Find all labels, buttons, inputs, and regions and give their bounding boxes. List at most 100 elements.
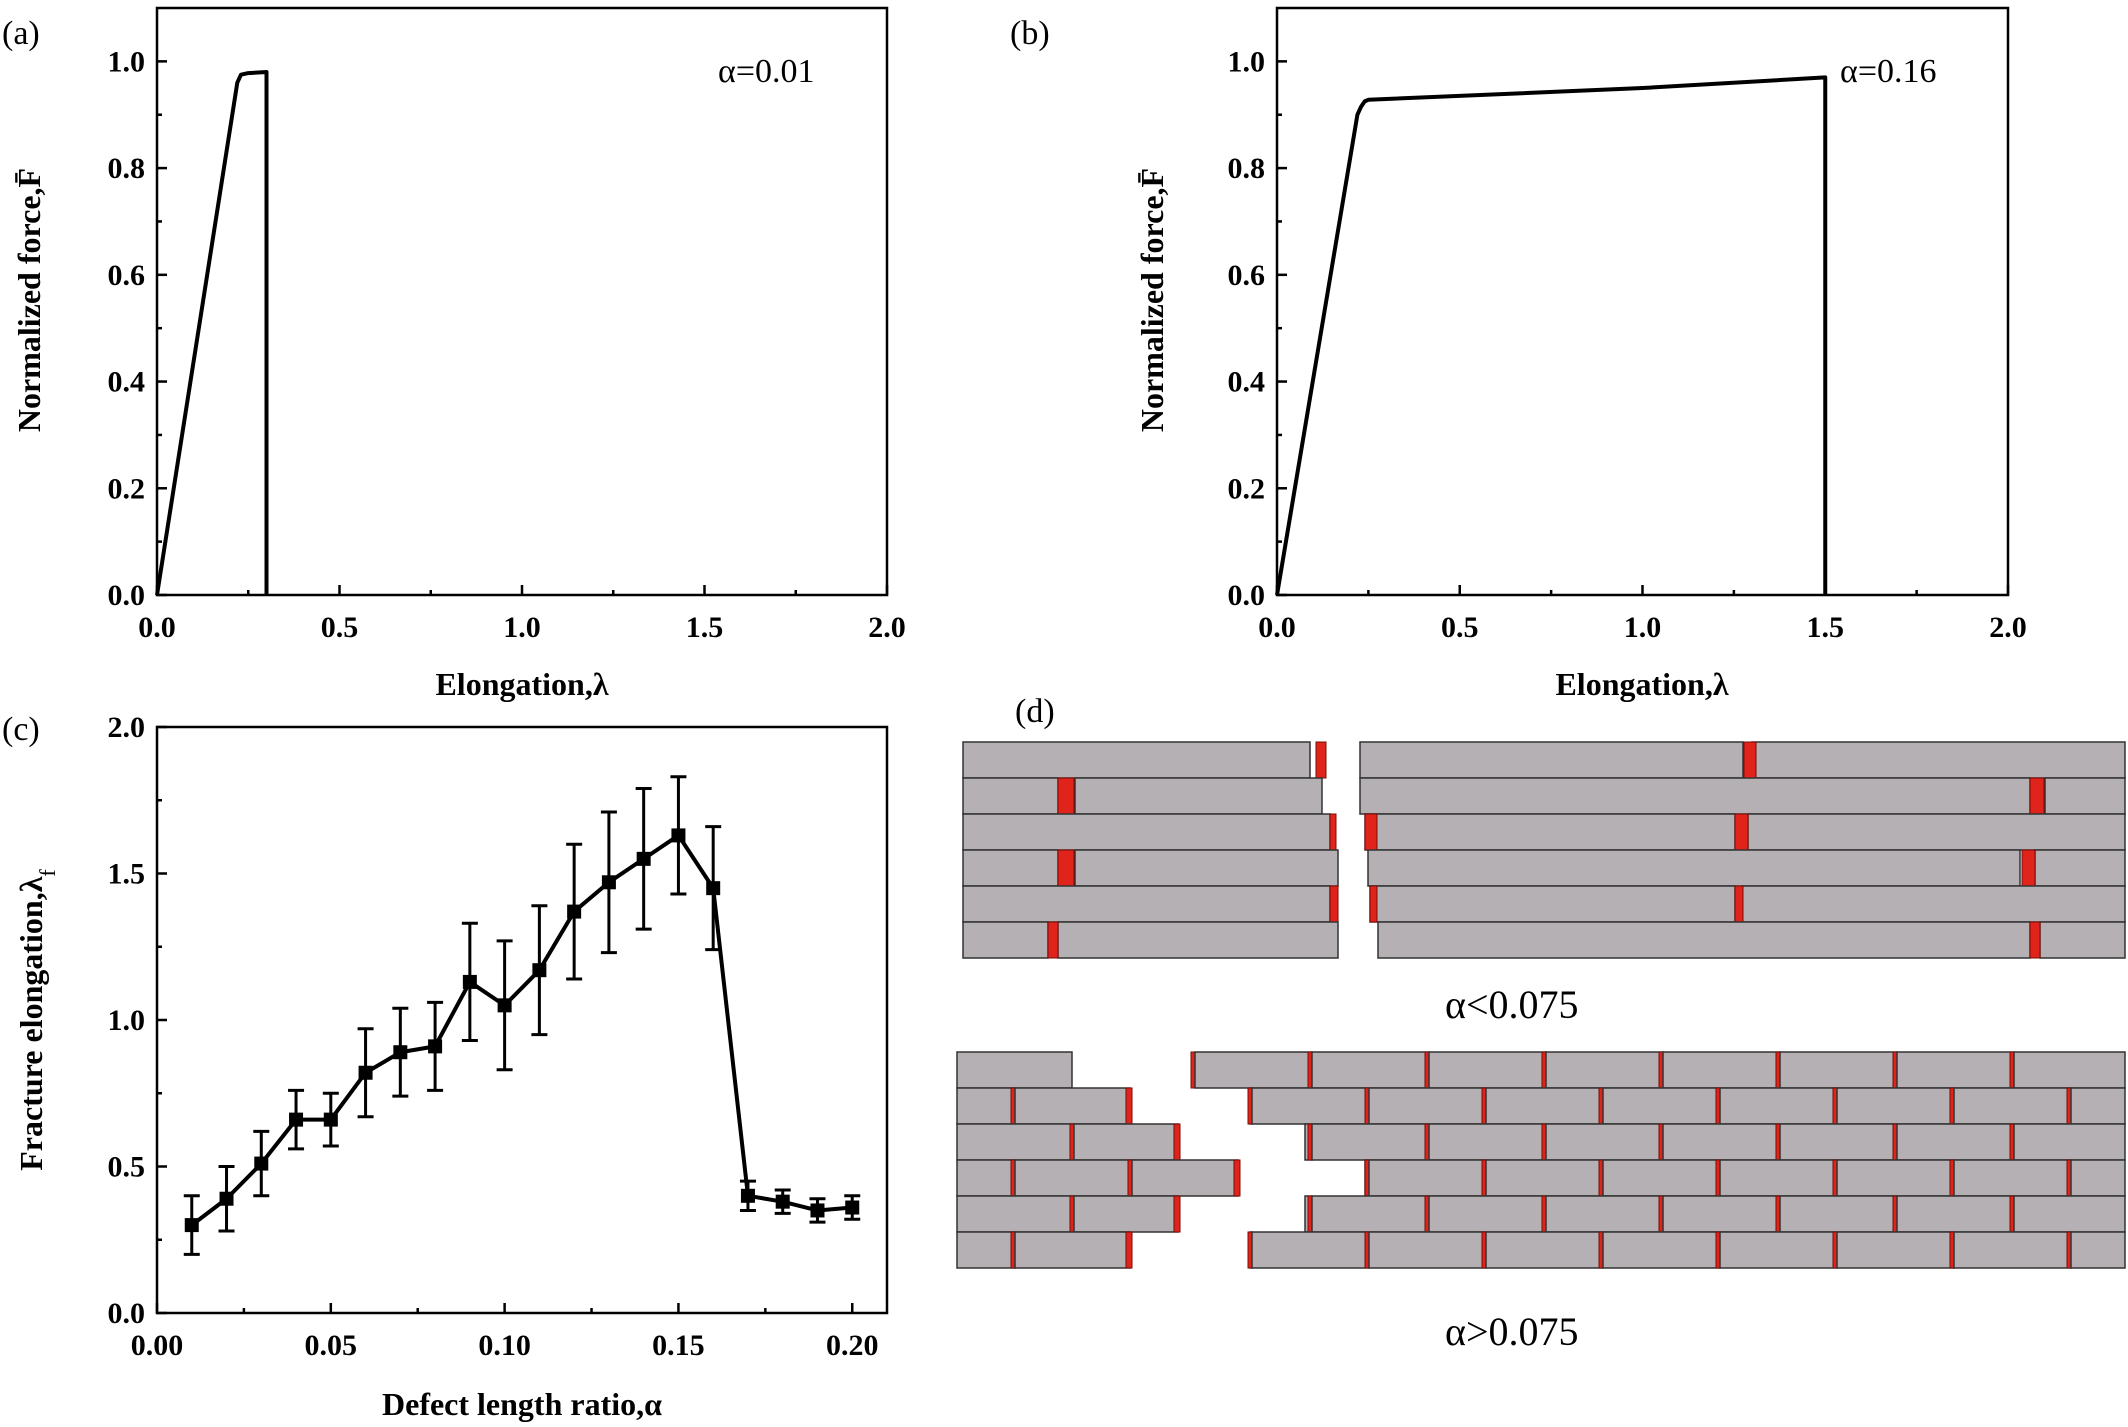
brick xyxy=(2070,1231,2126,1269)
brick xyxy=(1719,1087,1838,1125)
brick xyxy=(1896,1195,2015,1233)
brick xyxy=(1014,1231,1131,1269)
brick xyxy=(1779,1123,1898,1161)
brick xyxy=(962,885,1331,923)
brick-schematic xyxy=(956,741,2126,1269)
brick xyxy=(2044,777,2126,815)
brick xyxy=(1779,1051,1898,1089)
y-tick-label-c: 0.5 xyxy=(108,1151,146,1184)
brick xyxy=(956,1123,1075,1161)
x-tick-label-b: 2.0 xyxy=(1989,611,2027,644)
y-tick-label-b: 0.0 xyxy=(1228,579,1266,612)
defect-marker xyxy=(1743,741,1757,779)
brick xyxy=(2039,921,2126,959)
defect-marker xyxy=(1125,1087,1133,1125)
brick xyxy=(1367,849,2021,887)
brick xyxy=(1194,1051,1313,1089)
brick xyxy=(2013,1195,2126,1233)
brick xyxy=(1953,1159,2072,1197)
brick xyxy=(1057,921,1339,959)
panel-d-caption-bottom: α>0.075 xyxy=(1445,1309,1579,1354)
y-axis-title-a: Normalized force,F̄ xyxy=(11,168,47,432)
x-axis-title-a: Elongation,λ xyxy=(435,666,608,702)
brick xyxy=(2034,849,2126,887)
y-tick-label-b: 0.8 xyxy=(1228,152,1266,185)
defect-marker xyxy=(2029,921,2041,959)
brick xyxy=(1368,1087,1487,1125)
data-point xyxy=(323,1112,338,1127)
y-tick-label-a: 0.8 xyxy=(108,152,146,185)
brick xyxy=(1836,1159,1955,1197)
y-tick-label-a: 0.4 xyxy=(108,366,146,399)
brick xyxy=(1953,1087,2072,1125)
data-point xyxy=(775,1194,790,1209)
x-tick-label-a: 0.0 xyxy=(138,611,176,644)
brick xyxy=(1428,1123,1547,1161)
defect-marker xyxy=(2021,849,2036,887)
brick xyxy=(1074,777,1323,815)
brick xyxy=(1377,921,2031,959)
y-tick-label-b: 0.2 xyxy=(1228,472,1266,505)
brick xyxy=(2013,1051,2126,1089)
defect-marker xyxy=(1233,1159,1241,1197)
brick xyxy=(1014,1159,1133,1197)
defect-marker xyxy=(1329,885,1339,923)
defect-marker xyxy=(1734,813,1749,851)
x-axis-title-b: Elongation,λ xyxy=(1555,666,1728,702)
defect-marker xyxy=(1173,1123,1181,1161)
data-point xyxy=(567,904,582,919)
x-tick-label-b: 1.5 xyxy=(1807,611,1845,644)
panel-b-annotation: α=0.16 xyxy=(1840,53,1937,90)
x-tick-label-c: 0.10 xyxy=(478,1329,531,1362)
y-tick-label-b: 1.0 xyxy=(1228,45,1266,78)
brick xyxy=(1896,1123,2015,1161)
brick xyxy=(956,1231,1016,1269)
brick xyxy=(1073,1195,1179,1233)
brick xyxy=(1428,1195,1547,1233)
data-point xyxy=(462,974,477,989)
data-point xyxy=(219,1191,234,1206)
brick xyxy=(1428,1051,1547,1089)
defect-marker xyxy=(2029,777,2045,815)
brick xyxy=(1602,1087,1721,1125)
defect-marker xyxy=(1364,813,1378,851)
data-point xyxy=(358,1065,373,1080)
chart-a: 0.0 0.5 1.0 1.5 2.0 0.0 0.2 0.4 0.6 0.8 1.0 Elongat… xyxy=(11,6,906,702)
brick xyxy=(1662,1195,1781,1233)
defect-marker xyxy=(1057,777,1075,815)
brick xyxy=(1368,1159,1487,1197)
brick xyxy=(962,777,1059,815)
brick xyxy=(1251,1231,1370,1269)
y-axis-title-c: Fracture elongation,λf xyxy=(13,869,60,1171)
defect-marker xyxy=(1315,741,1327,779)
brick xyxy=(1369,885,1736,923)
defect-marker xyxy=(1329,813,1337,851)
data-point xyxy=(601,875,616,890)
series-line-b xyxy=(1275,75,1828,596)
data-point xyxy=(393,1045,408,1060)
brick xyxy=(1751,741,2126,779)
data-point xyxy=(289,1112,304,1127)
brick xyxy=(1896,1051,2015,1089)
x-tick-label-c: 0.00 xyxy=(131,1329,184,1362)
brick xyxy=(1311,1123,1430,1161)
brick xyxy=(956,1159,1016,1197)
brick xyxy=(1311,1195,1430,1233)
brick xyxy=(1662,1051,1781,1089)
defect-marker xyxy=(1369,885,1378,923)
panel-a-letter: (a) xyxy=(2,15,40,52)
panel-a-annotation: α=0.01 xyxy=(718,53,815,90)
brick xyxy=(1251,1087,1370,1125)
x-tick-label-c: 0.20 xyxy=(826,1329,879,1362)
data-point xyxy=(497,998,512,1013)
defect-marker xyxy=(1125,1231,1133,1269)
defect-marker xyxy=(1047,921,1059,959)
brick xyxy=(1602,1159,1721,1197)
x-tick-label-a: 1.5 xyxy=(686,611,724,644)
data-point xyxy=(740,1188,755,1203)
data-point xyxy=(845,1200,860,1215)
y-axis-title-subscript-c: f xyxy=(35,869,60,877)
y-axis-title-b: Normalized force,F̄ xyxy=(1134,168,1170,432)
plot-frame-c xyxy=(155,725,889,1315)
brick xyxy=(1485,1231,1604,1269)
